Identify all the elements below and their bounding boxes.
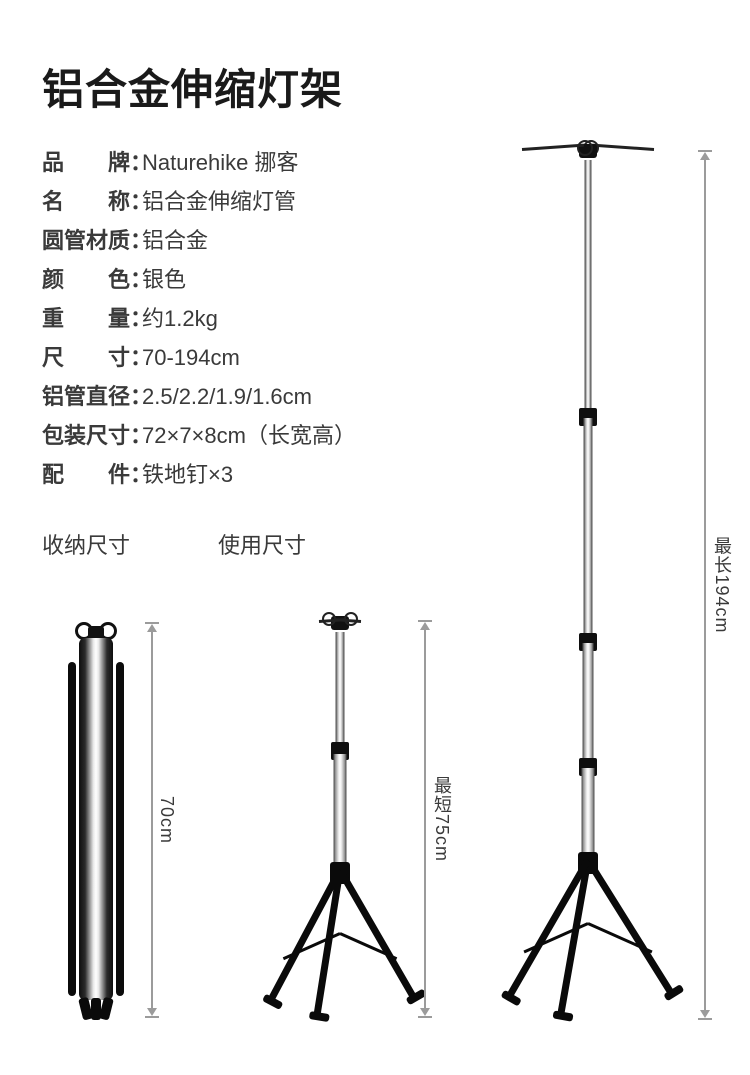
spec-value: 银色 [142,260,186,299]
spec-list: 品 牌：Naturehike 挪客 名 称：铝合金伸缩灯管 圆管材质：铝合金 颜… [42,143,422,494]
spec-value: 约1.2kg [142,299,218,338]
spec-row: 颜 色：银色 [42,260,422,299]
spec-row: 品 牌：Naturehike 挪客 [42,143,422,182]
spec-label: 颜 色： [42,260,142,299]
spec-row: 包装尺寸：72×7×8cm（长宽高） [42,416,422,455]
spec-label: 圆管材质： [42,221,142,260]
product-title: 铝合金伸缩灯架 [42,56,708,117]
spec-label: 包装尺寸： [42,416,142,455]
spec-row: 圆管材质：铝合金 [42,221,422,260]
spec-label: 品 牌： [42,143,142,182]
spec-label: 重 量： [42,299,142,338]
spec-row: 尺 寸：70-194cm [42,338,422,377]
spec-row: 铝管直径：2.5/2.2/1.9/1.6cm [42,377,422,416]
spec-row: 重 量：约1.2kg [42,299,422,338]
spec-value: 铝合金 [142,221,208,260]
spec-value: 铝合金伸缩灯管 [142,182,296,221]
spec-value: 2.5/2.2/1.9/1.6cm [142,377,312,416]
folded-size-header: 收纳尺寸 [42,528,130,560]
spec-row: 配 件：铁地钉×3 [42,455,422,494]
spec-value: 铁地钉×3 [142,455,233,494]
size-section-headers: 收纳尺寸 使用尺寸 [42,528,708,560]
spec-label: 名 称： [42,182,142,221]
spec-row: 名 称：铝合金伸缩灯管 [42,182,422,221]
spec-label: 铝管直径： [42,377,142,416]
use-size-header: 使用尺寸 [218,528,306,560]
spec-label: 尺 寸： [42,338,142,377]
spec-label: 配 件： [42,455,142,494]
spec-value: 72×7×8cm（长宽高） [142,416,356,455]
spec-value: 70-194cm [142,338,240,377]
spec-value: Naturehike 挪客 [142,143,299,182]
